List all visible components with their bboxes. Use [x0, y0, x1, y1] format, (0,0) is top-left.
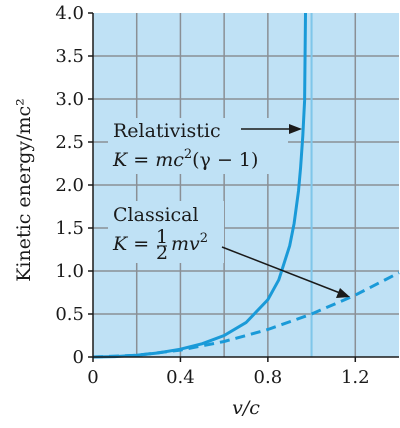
x-tick-label: 1.2 — [341, 367, 370, 388]
y-tick-label: 4.0 — [55, 3, 84, 24]
svg-text:K =: K = — [112, 233, 149, 255]
y-axis-title: Kinetic energy/mc² — [13, 98, 35, 282]
x-tick-label: 0.8 — [254, 367, 283, 388]
classical-formula: K = 1 2 mv2 — [112, 226, 208, 264]
y-tick-label: 3.0 — [55, 89, 84, 110]
y-tick-label: 0.5 — [55, 304, 84, 325]
x-tick-label: 0 — [87, 367, 98, 388]
relativistic-label: Relativistic — [113, 120, 221, 142]
relativistic-label-bg — [108, 118, 288, 174]
svg-text:2: 2 — [156, 242, 168, 264]
svg-text:mv2: mv2 — [171, 231, 208, 255]
y-tick-label: 3.5 — [55, 46, 84, 67]
relativistic-arrowhead — [289, 124, 302, 134]
classical-label-bg — [108, 201, 224, 263]
classical-arrowhead — [336, 288, 350, 298]
y-tick-labels: 0 0.5 1.0 1.5 2.0 2.5 3.0 3.5 4.0 — [55, 3, 93, 368]
y-tick-label: 1.0 — [55, 261, 84, 282]
x-tick-label: 0.4 — [166, 367, 195, 388]
y-tick-label: 1.5 — [55, 218, 84, 239]
x-axis-title: v/c — [232, 397, 260, 419]
relativistic-curve — [92, 12, 307, 359]
y-tick-label: 0 — [73, 347, 84, 368]
y-tick-label: 2.0 — [55, 175, 84, 196]
y-tick-label: 2.5 — [55, 132, 84, 153]
x-tick-labels: 0 0.4 0.8 1.2 — [87, 357, 370, 388]
svg-text:1: 1 — [156, 226, 168, 248]
relativistic-formula: K = mc2(γ − 1) — [112, 147, 258, 171]
classical-arrow — [221, 246, 341, 294]
classical-label: Classical — [113, 204, 199, 226]
